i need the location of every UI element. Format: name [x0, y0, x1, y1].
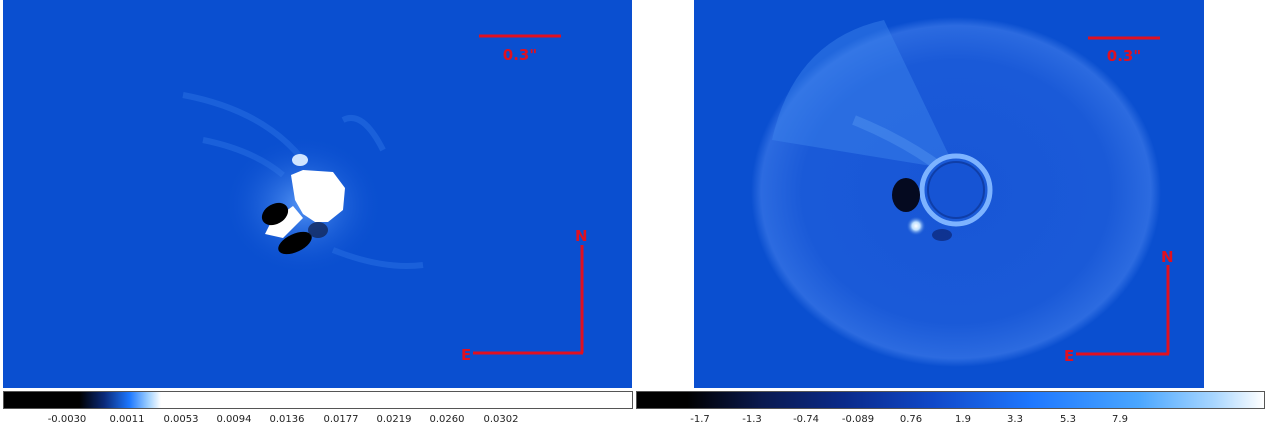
left-tick: -0.0030 — [47, 414, 87, 425]
left-tick: 0.0053 — [163, 414, 199, 425]
right-image-panel: 0.3" N E — [694, 0, 1204, 388]
central-star-residual — [261, 154, 345, 255]
right-colorbar-ticks: -1.7 -1.3 -0.74 -0.089 0.76 1.9 3.3 5.3 … — [636, 414, 1265, 432]
left-colorbar-ticks: -0.0030 0.0011 0.0053 0.0094 0.0136 0.01… — [3, 414, 633, 432]
right-tick: 5.3 — [1060, 414, 1076, 425]
right-colorbar — [636, 391, 1265, 409]
left-tick: 0.0219 — [376, 414, 412, 425]
left-colorbar — [3, 391, 633, 409]
left-scale-bar-label: 0.3" — [503, 46, 537, 64]
dust-wedge — [772, 20, 956, 170]
left-tick: 0.0011 — [109, 414, 145, 425]
left-image-panel: 0.3" N E — [3, 0, 632, 388]
left-tick: 0.0094 — [216, 414, 252, 425]
right-tick: -0.089 — [841, 414, 875, 425]
companion-source — [906, 216, 926, 236]
dark-lobe — [892, 178, 920, 212]
right-tick: -0.74 — [793, 414, 819, 425]
right-scale-bar-label: 0.3" — [1107, 47, 1141, 65]
right-tick: 3.3 — [1007, 414, 1023, 425]
right-tick: 0.76 — [899, 414, 923, 425]
right-tick: 7.9 — [1112, 414, 1128, 425]
right-east-label: E — [1064, 347, 1074, 365]
left-tick: 0.0177 — [323, 414, 359, 425]
left-tick: 0.0302 — [483, 414, 519, 425]
left-tick: 0.0136 — [269, 414, 305, 425]
left-east-label: E — [461, 346, 471, 364]
right-north-label: N — [1161, 248, 1174, 266]
left-north-label: N — [575, 227, 588, 245]
right-tick: 1.9 — [955, 414, 971, 425]
right-tick: -1.7 — [690, 414, 710, 425]
right-tick: -1.3 — [742, 414, 762, 425]
left-tick: 0.0260 — [429, 414, 465, 425]
